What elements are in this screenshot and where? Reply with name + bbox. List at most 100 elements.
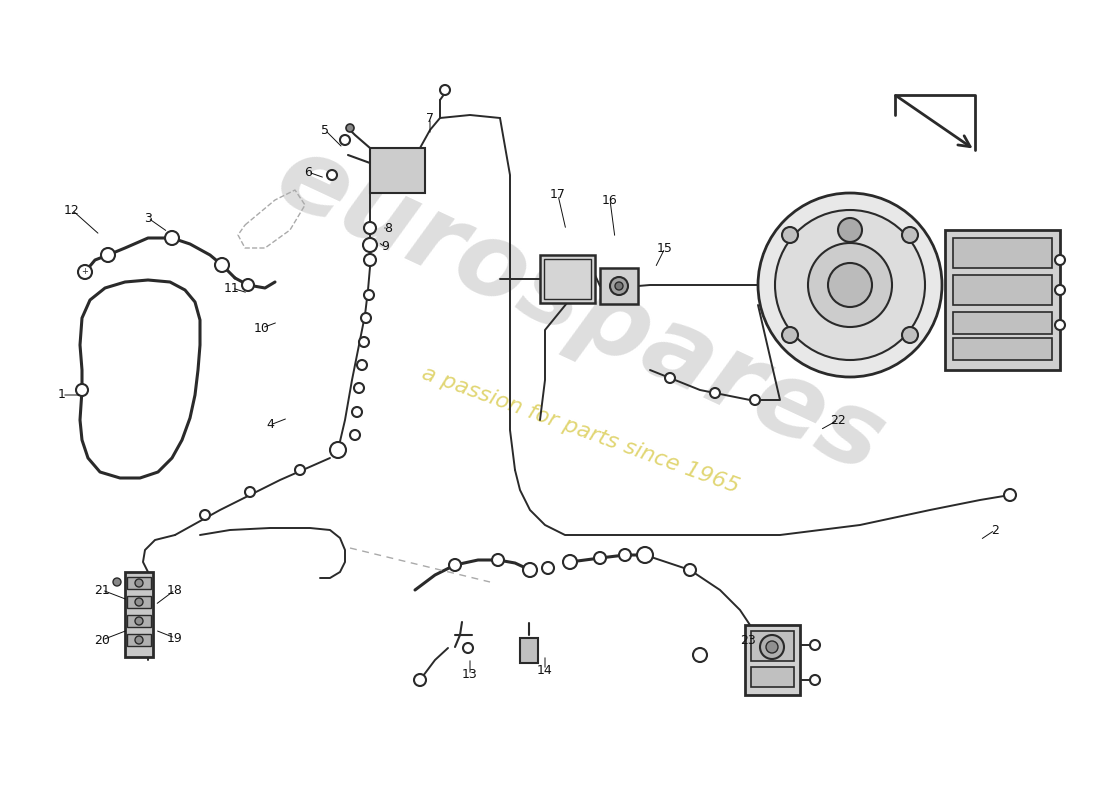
- Bar: [544, 259, 591, 299]
- Circle shape: [810, 675, 820, 685]
- Circle shape: [810, 640, 820, 650]
- Circle shape: [327, 170, 337, 180]
- Circle shape: [619, 549, 631, 561]
- Circle shape: [782, 227, 797, 243]
- Circle shape: [358, 360, 367, 370]
- Text: 20: 20: [95, 634, 110, 646]
- Circle shape: [78, 265, 92, 279]
- Circle shape: [594, 552, 606, 564]
- Bar: [520, 638, 538, 663]
- Bar: [125, 572, 153, 657]
- Circle shape: [776, 210, 925, 360]
- Bar: [953, 312, 1052, 334]
- Circle shape: [1055, 320, 1065, 330]
- Circle shape: [684, 564, 696, 576]
- Circle shape: [758, 193, 942, 377]
- Circle shape: [782, 327, 797, 343]
- Circle shape: [902, 327, 918, 343]
- Circle shape: [135, 617, 143, 625]
- Bar: [126, 577, 151, 589]
- Circle shape: [463, 643, 473, 653]
- Circle shape: [330, 442, 346, 458]
- Circle shape: [693, 648, 707, 662]
- Bar: [945, 230, 1060, 370]
- Bar: [953, 238, 1052, 268]
- Text: 11: 11: [224, 282, 240, 294]
- Text: 18: 18: [167, 583, 183, 597]
- Text: 12: 12: [64, 203, 80, 217]
- Text: 4: 4: [266, 418, 274, 431]
- Circle shape: [615, 282, 623, 290]
- Text: 16: 16: [602, 194, 618, 206]
- Text: 1: 1: [58, 389, 66, 402]
- Text: 14: 14: [537, 663, 553, 677]
- Circle shape: [828, 263, 872, 307]
- Text: 23: 23: [740, 634, 756, 646]
- Bar: [751, 667, 794, 687]
- Text: 15: 15: [657, 242, 673, 254]
- Text: 10: 10: [254, 322, 270, 334]
- Circle shape: [214, 258, 229, 272]
- Circle shape: [838, 218, 862, 242]
- Circle shape: [610, 277, 628, 295]
- Bar: [540, 255, 595, 303]
- Text: 7: 7: [426, 111, 434, 125]
- Circle shape: [750, 395, 760, 405]
- Circle shape: [522, 563, 537, 577]
- Bar: [126, 615, 151, 627]
- Circle shape: [766, 641, 778, 653]
- Circle shape: [359, 337, 369, 347]
- Text: 5: 5: [321, 123, 329, 137]
- Text: 6: 6: [304, 166, 312, 178]
- Circle shape: [295, 465, 305, 475]
- Circle shape: [340, 135, 350, 145]
- Circle shape: [354, 383, 364, 393]
- Circle shape: [1055, 285, 1065, 295]
- Circle shape: [414, 674, 426, 686]
- Circle shape: [135, 636, 143, 644]
- Text: +: +: [81, 267, 88, 277]
- Circle shape: [808, 243, 892, 327]
- Text: 21: 21: [95, 583, 110, 597]
- Circle shape: [135, 598, 143, 606]
- Text: eurospares: eurospares: [261, 125, 900, 495]
- Bar: [953, 338, 1052, 360]
- Circle shape: [242, 279, 254, 291]
- Circle shape: [637, 547, 653, 563]
- Text: 19: 19: [167, 631, 183, 645]
- Circle shape: [101, 248, 116, 262]
- Circle shape: [76, 384, 88, 396]
- Circle shape: [135, 579, 143, 587]
- Bar: [600, 268, 638, 304]
- Circle shape: [361, 313, 371, 323]
- Circle shape: [346, 124, 354, 132]
- Text: 9: 9: [381, 241, 389, 254]
- Circle shape: [245, 487, 255, 497]
- Text: 22: 22: [830, 414, 846, 426]
- Bar: [953, 275, 1052, 305]
- Circle shape: [440, 85, 450, 95]
- Circle shape: [1055, 255, 1065, 265]
- Circle shape: [352, 407, 362, 417]
- Circle shape: [563, 555, 578, 569]
- Circle shape: [449, 559, 461, 571]
- Bar: [745, 625, 800, 695]
- Circle shape: [710, 388, 720, 398]
- Circle shape: [363, 238, 377, 252]
- Circle shape: [902, 227, 918, 243]
- Text: 2: 2: [991, 523, 999, 537]
- Circle shape: [666, 373, 675, 383]
- Circle shape: [542, 562, 554, 574]
- Bar: [751, 631, 794, 661]
- Bar: [370, 148, 425, 193]
- Circle shape: [364, 222, 376, 234]
- Circle shape: [165, 231, 179, 245]
- Circle shape: [350, 430, 360, 440]
- Circle shape: [364, 254, 376, 266]
- Text: 13: 13: [462, 669, 477, 682]
- Text: a passion for parts since 1965: a passion for parts since 1965: [418, 363, 741, 497]
- Circle shape: [200, 510, 210, 520]
- Bar: [126, 634, 151, 646]
- Text: 8: 8: [384, 222, 392, 234]
- Circle shape: [113, 578, 121, 586]
